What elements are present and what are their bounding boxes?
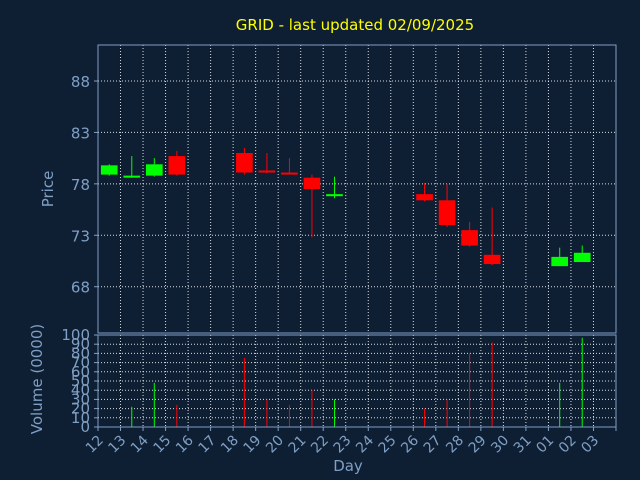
volume-y-tick-label: 50	[71, 372, 90, 390]
x-axis-label: Day	[333, 457, 363, 475]
candle-body	[551, 256, 569, 267]
volume-grid	[98, 335, 616, 427]
volume-y-tick-label: 30	[71, 390, 90, 408]
candle-body	[416, 194, 433, 201]
candle-body	[483, 254, 501, 265]
candle-body	[573, 252, 591, 263]
volume-y-tick-label: 60	[71, 363, 90, 381]
candle-body	[145, 164, 163, 176]
price-y-axis: 68 73 78 83 88	[71, 73, 98, 297]
price-plot-frame	[97, 44, 617, 334]
price-y-tick-label: 78	[71, 176, 90, 194]
volume-y-tick-label: 10	[71, 409, 90, 427]
price-candles	[100, 147, 591, 267]
price-y-axis-label: Price	[39, 171, 57, 208]
candle-body	[123, 175, 141, 178]
candle-body	[258, 170, 276, 173]
chart-title: GRID - last updated 02/09/2025	[236, 16, 474, 34]
candle-body	[326, 194, 343, 197]
candle-body	[281, 172, 298, 175]
candle-body	[100, 165, 118, 175]
volume-y-tick-label: 0	[80, 418, 90, 436]
volume-plot-frame	[97, 334, 617, 428]
volume-y-tick-label: 100	[61, 326, 90, 344]
volume-y-axis-label: Volume (0000)	[28, 324, 46, 434]
candle-body	[236, 153, 253, 173]
price-y-tick-label: 73	[71, 227, 90, 245]
candle-body	[461, 230, 478, 246]
candle-body	[168, 156, 186, 175]
volume-bars	[131, 337, 583, 427]
volume-y-tick-label: 70	[71, 354, 90, 372]
volume-y-tick-label: 80	[71, 344, 90, 362]
price-y-tick-label: 68	[71, 279, 90, 297]
price-y-tick-label: 88	[71, 73, 90, 91]
volume-y-tick-label: 20	[71, 400, 90, 418]
price-y-tick-label: 83	[71, 124, 90, 142]
volume-y-tick-label: 90	[71, 335, 90, 353]
candle-body	[303, 177, 321, 189]
candle-body	[438, 200, 456, 225]
volume-y-tick-label: 40	[71, 381, 90, 399]
price-grid	[98, 45, 616, 333]
